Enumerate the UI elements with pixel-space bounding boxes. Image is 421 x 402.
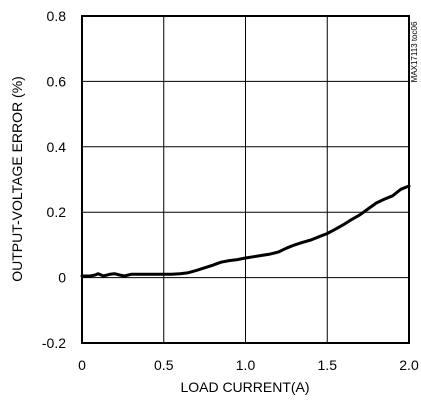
y-tick-label: 0 — [58, 270, 66, 286]
x-tick-label: 1.5 — [318, 357, 338, 373]
series-line — [80, 184, 411, 278]
plot-area-frame — [81, 15, 410, 344]
series-layer — [80, 184, 411, 278]
grid-lines — [81, 15, 410, 344]
x-tick-label: 0 — [78, 357, 86, 373]
x-tick-label: 0.5 — [154, 357, 174, 373]
x-axis-title: LOAD CURRENT(A) — [180, 379, 309, 395]
x-tick-label: 2.0 — [399, 357, 419, 373]
y-tick-label: 0.2 — [47, 204, 67, 220]
y-axis-ticks: -0.2 0 0.2 0.4 0.6 0.8 — [42, 8, 66, 351]
x-tick-label: 1.0 — [236, 357, 256, 373]
y-tick-label: -0.2 — [42, 335, 66, 351]
figure-id-annotation: MAX17113 toc06 — [410, 21, 419, 82]
y-tick-label: 0.6 — [47, 73, 67, 89]
y-tick-label: 0.4 — [47, 139, 67, 155]
y-tick-label: 0.8 — [47, 8, 67, 24]
x-axis-ticks: 0 0.5 1.0 1.5 2.0 — [78, 357, 419, 373]
y-axis-title: OUTPUT-VOLTAGE ERROR (%) — [9, 76, 25, 282]
